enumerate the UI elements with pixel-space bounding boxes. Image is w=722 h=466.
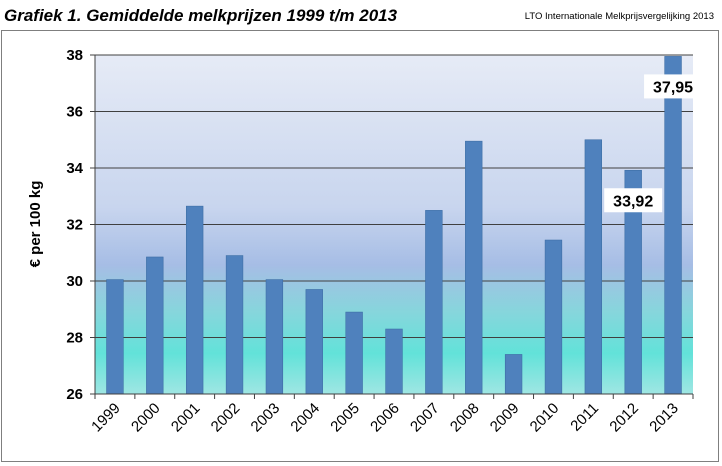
x-tick-label: 2010 (527, 400, 563, 436)
x-tick-label: 2013 (646, 400, 682, 436)
x-tick-label: 2004 (287, 400, 323, 436)
bar-2007 (425, 210, 443, 395)
bar-1999 (106, 279, 124, 395)
bar-2003 (265, 279, 284, 395)
y-tick-label: 32 (66, 217, 83, 234)
y-tick-label: 36 (66, 104, 83, 121)
x-tick-label: 2006 (367, 400, 403, 436)
y-axis-label: € per 100 kg (27, 181, 44, 268)
bar-2005 (345, 311, 363, 395)
y-tick-label: 26 (66, 386, 83, 403)
data-label-2012: 33,92 (613, 193, 653, 210)
y-tick-label: 38 (66, 47, 83, 64)
y-tick-label: 30 (66, 273, 83, 290)
bar-2013 (664, 56, 682, 395)
x-tick-label: 2012 (606, 400, 642, 436)
bar-2001 (185, 205, 204, 395)
x-tick-label: 1999 (88, 400, 124, 436)
x-axis: 1999 2000 2001 2002 2003 2004 2005 2006 2007 2008… (88, 393, 694, 436)
x-tick-label: 2001 (168, 400, 204, 436)
data-label-bg (604, 188, 663, 213)
y-axis: 26 28 30 32 34 36 38 (66, 47, 96, 403)
bars (106, 56, 682, 395)
data-label-bg (644, 74, 703, 99)
bar-2000 (146, 256, 164, 395)
bar-2008 (465, 140, 483, 395)
y-tick-label: 28 (66, 330, 83, 347)
data-label-2013: 37,95 (653, 79, 693, 96)
source-note: LTO Internationale Melkprijsvergelijking… (524, 11, 714, 22)
data-labels: 33,92 37,95 (604, 74, 703, 213)
x-tick-label: 2000 (128, 400, 164, 436)
bar-2011 (584, 139, 603, 395)
bar-2002 (225, 255, 244, 395)
chart-title: Grafiek 1. Gemiddelde melkprijzen 1999 t… (4, 6, 398, 25)
x-tick-label: 2009 (487, 400, 523, 436)
y-tick-label: 34 (66, 160, 83, 177)
x-tick-label: 2011 (567, 400, 602, 435)
bar-2004 (305, 289, 323, 395)
bar-2006 (385, 328, 403, 395)
x-tick-label: 2002 (208, 400, 244, 436)
bar-2010 (544, 239, 563, 395)
chart-frame (1, 30, 719, 462)
bar-2009 (504, 354, 523, 395)
x-tick-label: 2005 (327, 400, 363, 436)
x-tick-label: 2007 (407, 400, 443, 436)
x-tick-label: 2008 (447, 400, 483, 436)
x-tick-label: 2003 (248, 400, 284, 436)
